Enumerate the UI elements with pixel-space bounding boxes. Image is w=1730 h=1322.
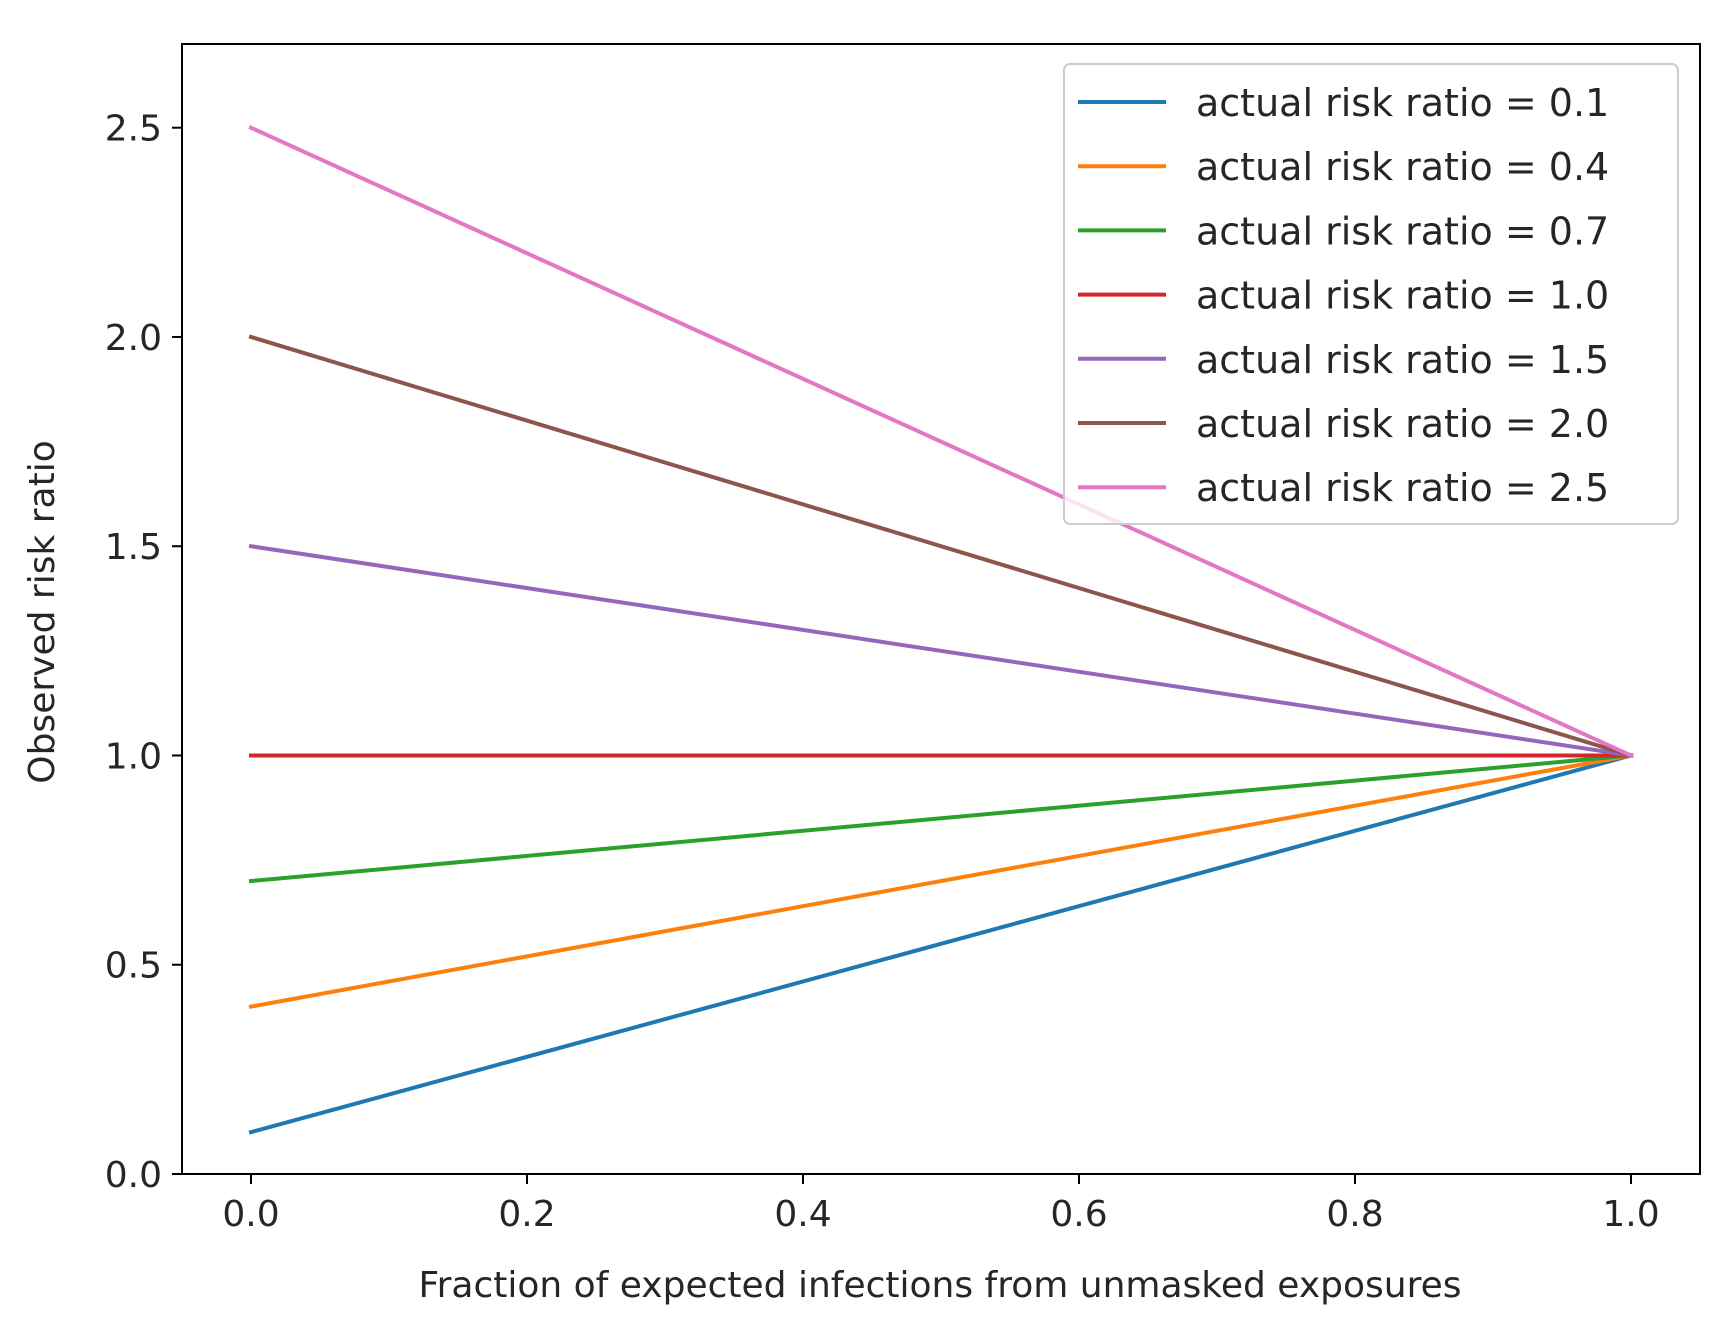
y-tick-label-5: 2.5	[105, 109, 162, 150]
series-line-6	[248, 125, 1634, 759]
plot-frame	[181, 43, 1701, 1175]
x-tick-label-2: 0.4	[774, 1194, 831, 1235]
x-tick-label-4: 0.8	[1326, 1194, 1383, 1235]
x-tick-label-5: 1.0	[1602, 1194, 1659, 1235]
legend-label-5: actual risk ratio = 2.0	[1196, 402, 1609, 446]
y-tick-label-4: 2.0	[105, 318, 162, 359]
x-tick-label-1: 0.2	[498, 1194, 555, 1235]
y-axis-label: Observed risk ratio	[22, 440, 63, 784]
y-tick-label-2: 1.0	[105, 736, 162, 777]
series-line-0	[248, 753, 1634, 1135]
legend-label-4: actual risk ratio = 1.5	[1196, 338, 1609, 382]
legend-label-2: actual risk ratio = 0.7	[1196, 209, 1609, 253]
x-axis: 0.0 0.2 0.4 0.6 0.8 1.0	[222, 1174, 1660, 1235]
series-line-1	[248, 753, 1634, 1009]
legend-label-1: actual risk ratio = 0.4	[1196, 145, 1609, 189]
legend-box	[1063, 63, 1679, 525]
series-line-2	[248, 753, 1634, 884]
y-tick-label-3: 1.5	[105, 527, 162, 568]
legend-label-0: actual risk ratio = 0.1	[1196, 81, 1609, 125]
x-tick-label-3: 0.6	[1050, 1194, 1107, 1235]
y-axis: 0.0 0.5 1.0 1.5 2.0 2.5	[105, 109, 182, 1196]
legend-label-6: actual risk ratio = 2.5	[1196, 466, 1609, 510]
series-line-5	[248, 334, 1634, 758]
legend: actual risk ratio = 0.1 actual risk ratio…	[1063, 63, 1679, 525]
y-tick-label-1: 0.5	[105, 946, 162, 987]
legend-label-3: actual risk ratio = 1.0	[1196, 274, 1609, 318]
x-axis-label: Fraction of expected infections from unm…	[419, 1265, 1462, 1306]
x-tick-label-0: 0.0	[222, 1194, 279, 1235]
series-layer	[248, 125, 1634, 1135]
y-tick-label-0: 0.0	[105, 1155, 162, 1196]
series-line-4	[248, 543, 1634, 758]
